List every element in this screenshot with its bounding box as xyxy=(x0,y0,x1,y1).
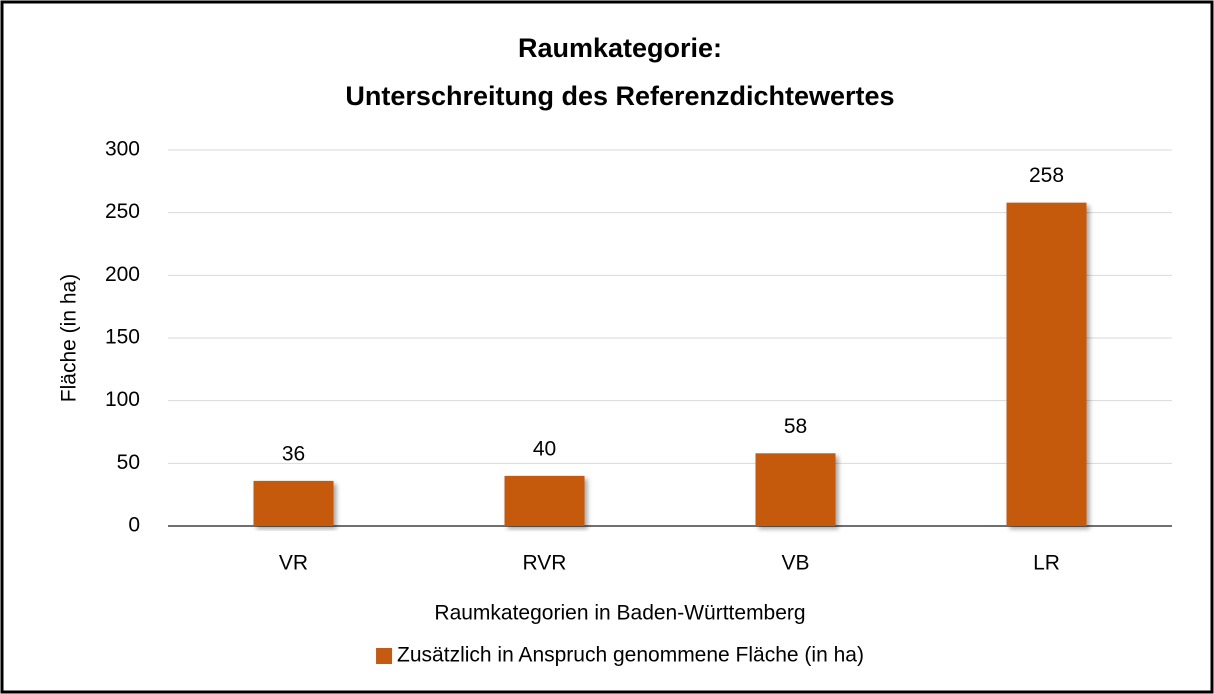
y-axis-label: Fläche (in ha) xyxy=(58,274,81,402)
x-tick-label: VR xyxy=(279,552,308,575)
x-tick-label: RVR xyxy=(523,552,567,575)
chart-title: Unterschreitung des Referenzdichtewertes xyxy=(345,81,894,111)
y-tick-label: 100 xyxy=(105,388,140,411)
data-label: 36 xyxy=(282,442,305,465)
x-axis-label: Raumkategorien in Baden-Württemberg xyxy=(434,602,805,625)
bar xyxy=(504,475,585,526)
y-tick-label: 200 xyxy=(105,263,140,286)
bar xyxy=(1006,202,1087,526)
legend-label: Zusätzlich in Anspruch genommene Fläche … xyxy=(397,644,864,667)
y-tick-label: 300 xyxy=(105,138,140,161)
x-tick-label: VB xyxy=(781,552,809,575)
legend-swatch xyxy=(376,648,393,664)
bar xyxy=(253,480,334,526)
data-label: 58 xyxy=(784,415,807,438)
bar xyxy=(755,453,836,526)
y-tick-label: 50 xyxy=(117,451,140,474)
y-tick-label: 150 xyxy=(105,326,140,349)
chart-title: Raumkategorie: xyxy=(518,33,722,63)
x-tick-label: LR xyxy=(1033,552,1060,575)
data-label: 40 xyxy=(533,437,556,460)
y-tick-label: 0 xyxy=(128,514,140,537)
y-tick-label: 250 xyxy=(105,200,140,223)
data-label: 258 xyxy=(1029,164,1064,187)
